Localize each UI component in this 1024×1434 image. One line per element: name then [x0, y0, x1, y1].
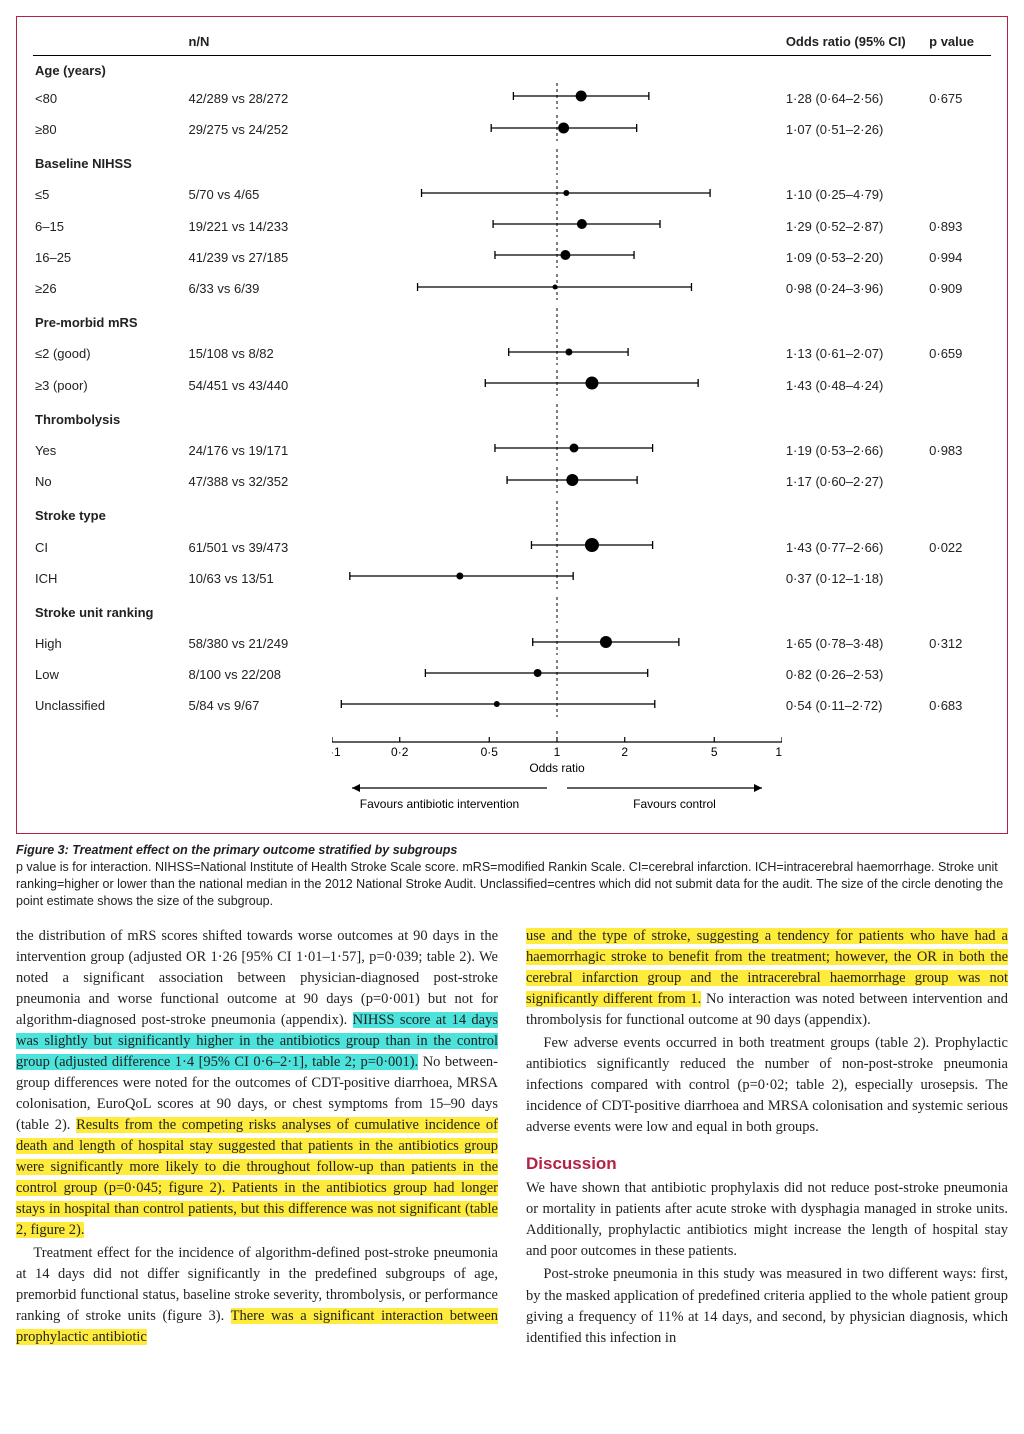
- table-row: 16–25 41/239 vs 27/185 1·09 (0·53–2·20) …: [33, 242, 991, 273]
- caption-label: Figure 3:: [16, 843, 72, 857]
- group-header-row: Pre-morbid mRS: [33, 305, 991, 339]
- header-nn: n/N: [186, 29, 329, 56]
- svg-text:0·5: 0·5: [480, 745, 498, 759]
- svg-text:2: 2: [621, 745, 628, 759]
- table-row: ≤2 (good) 15/108 vs 8/82 1·13 (0·61–2·07…: [33, 339, 991, 370]
- table-row: <80 42/289 vs 28/272 1·28 (0·64–2·56) 0·…: [33, 83, 991, 114]
- table-row: 6–15 19/221 vs 14/233 1·29 (0·52–2·87) 0…: [33, 211, 991, 242]
- group-header-row: Baseline NIHSS: [33, 146, 991, 180]
- right-column: use and the type of stroke, suggesting a…: [526, 926, 1008, 1351]
- text: We have shown that antibiotic prophylaxi…: [526, 1178, 1008, 1262]
- group-header-row: Stroke unit ranking: [33, 594, 991, 628]
- body-text: the distribution of mRS scores shifted t…: [16, 926, 1008, 1351]
- group-header-row: Stroke type: [33, 498, 991, 532]
- text: Post-stroke pneumonia in this study was …: [526, 1264, 1008, 1348]
- group-header-row: Age (years): [33, 56, 991, 84]
- svg-text:5: 5: [711, 745, 718, 759]
- caption-title: Treatment effect on the primary outcome …: [72, 843, 457, 857]
- axis-row: 0·1 0·2 0·5 1 2 5 10 Odds ratio Favours antibiot…: [33, 722, 991, 821]
- svg-text:0·2: 0·2: [391, 745, 409, 759]
- table-row: ≤5 5/70 vs 4/65 1·10 (0·25–4·79): [33, 180, 991, 211]
- table-row: High 58/380 vs 21/249 1·65 (0·78–3·48) 0…: [33, 629, 991, 660]
- group-header-row: Thrombolysis: [33, 401, 991, 435]
- section-heading: Discussion: [526, 1152, 1008, 1177]
- svg-text:0·1: 0·1: [332, 745, 341, 759]
- table-row: ≥26 6/33 vs 6/39 0·98 (0·24–3·96) 0·909: [33, 274, 991, 305]
- svg-text:Favours control: Favours control: [633, 797, 716, 811]
- svg-text:Favours antibiotic interventio: Favours antibiotic intervention: [360, 797, 519, 811]
- header-pv: p value: [927, 29, 991, 56]
- text: Few adverse events occurred in both trea…: [526, 1033, 1008, 1138]
- svg-text:1: 1: [553, 745, 560, 759]
- table-row: CI 61/501 vs 39/473 1·43 (0·77–2·66) 0·0…: [33, 532, 991, 563]
- table-row: Low 8/100 vs 22/208 0·82 (0·26–2·53): [33, 660, 991, 691]
- svg-text:10: 10: [775, 745, 782, 759]
- table-row: No 47/388 vs 32/352 1·17 (0·60–2·27): [33, 467, 991, 498]
- caption-body: p value is for interaction. NIHSS=Nation…: [16, 860, 1003, 908]
- table-row: ≥80 29/275 vs 24/252 1·07 (0·51–2·26): [33, 115, 991, 146]
- table-row: Unclassified 5/84 vs 9/67 0·54 (0·11–2·7…: [33, 691, 991, 722]
- table-row: ICH 10/63 vs 13/51 0·37 (0·12–1·18): [33, 563, 991, 594]
- table-row: Yes 24/176 vs 19/171 1·19 (0·53–2·66) 0·…: [33, 435, 991, 466]
- forest-plot-figure: n/N Odds ratio (95% CI) p value Age (yea…: [16, 16, 1008, 834]
- highlighted-text: Results from the competing risks analyse…: [16, 1117, 498, 1238]
- figure-caption: Figure 3: Treatment effect on the primar…: [16, 842, 1008, 910]
- left-column: the distribution of mRS scores shifted t…: [16, 926, 498, 1351]
- table-row: ≥3 (poor) 54/451 vs 43/440 1·43 (0·48–4·…: [33, 370, 991, 401]
- header-or: Odds ratio (95% CI): [784, 29, 927, 56]
- svg-text:Odds ratio: Odds ratio: [529, 761, 585, 775]
- forest-table: n/N Odds ratio (95% CI) p value Age (yea…: [33, 29, 991, 821]
